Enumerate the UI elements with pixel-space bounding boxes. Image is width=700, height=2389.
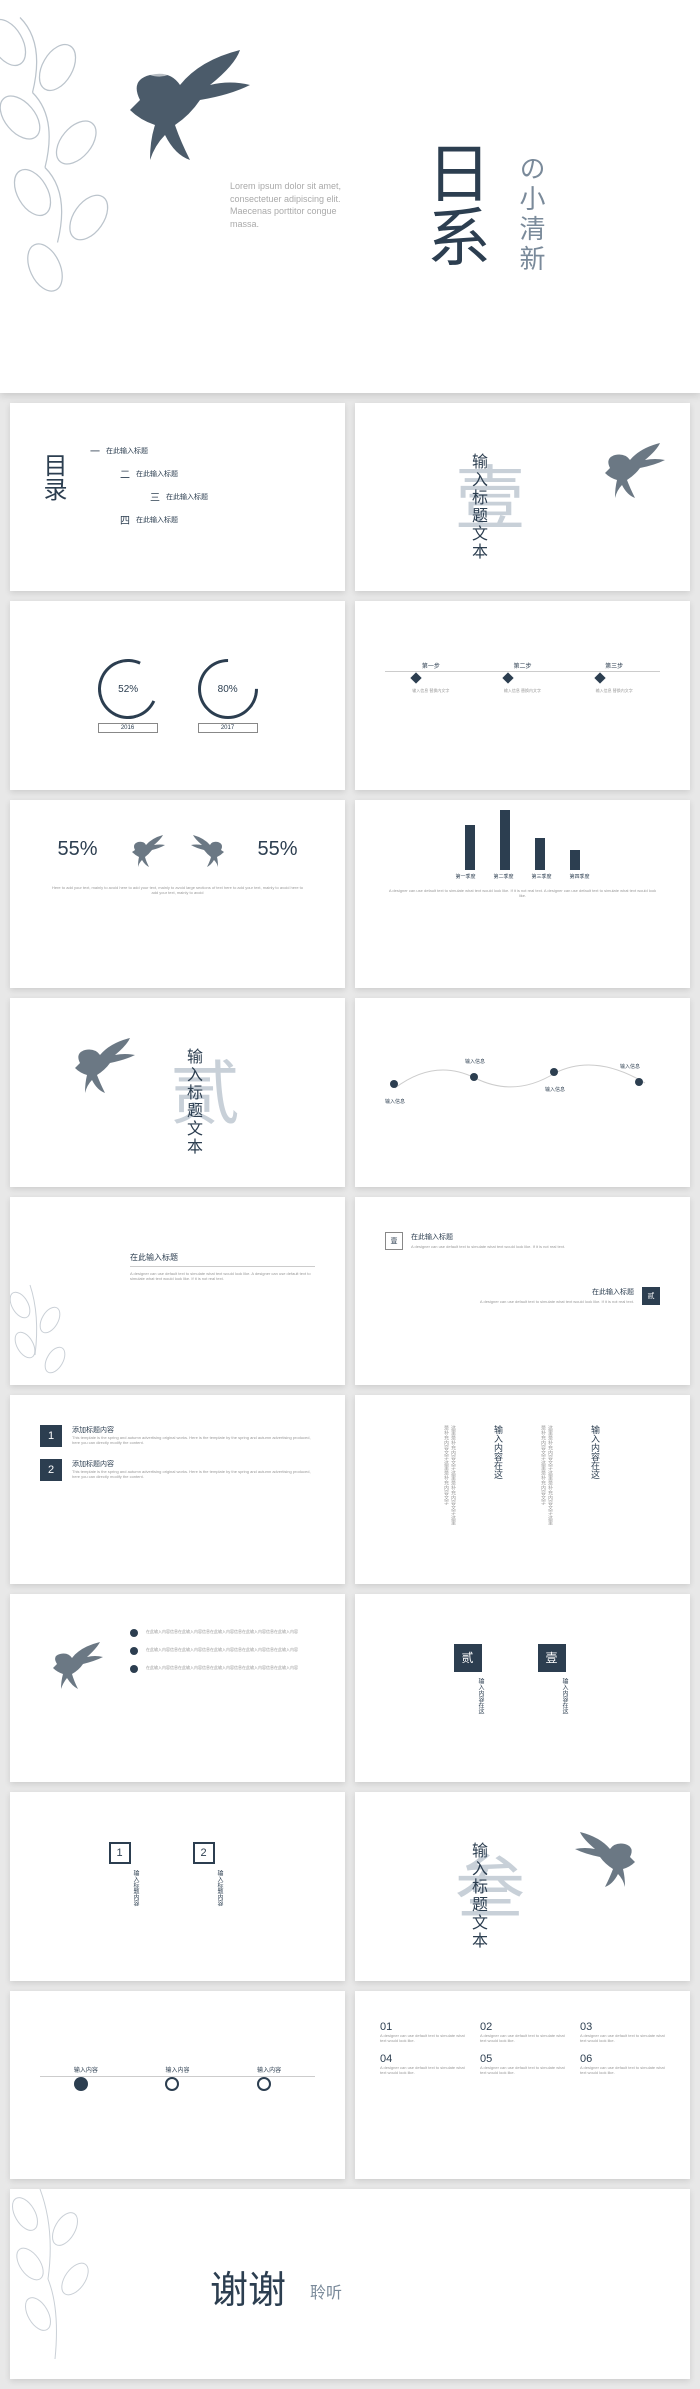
slide-thanks: 谢谢 聆听 <box>10 2189 690 2379</box>
slide-two-squares: 贰输入内容在这 壹输入内容在这 <box>355 1594 690 1782</box>
section-title: 输入标题文本 <box>465 1842 489 1950</box>
bar-1 <box>465 825 475 870</box>
hero-slide: Lorem ipsum dolor sit amet, consectetuer… <box>0 0 700 393</box>
leaves-decoration <box>10 2189 140 2379</box>
diamond-icon <box>502 673 513 684</box>
bullet-dot <box>130 1629 138 1637</box>
donut-2: 80% <box>185 646 270 731</box>
hero-subtitle: の小清新 <box>513 155 550 275</box>
slide-timeline: 输入内容 输入内容 输入内容 <box>10 1991 345 2179</box>
section-title: 输入标题文本 <box>465 453 489 561</box>
bird-icon <box>30 1634 110 1694</box>
slide-bar-chart: 第一季度第二季度第三季度第四季度 A designer can use defa… <box>355 800 690 988</box>
num-box: 2 <box>193 1842 215 1864</box>
slide-line-chart: 输入信息 输入信息 输入信息 输入信息 <box>355 998 690 1186</box>
bullet-dot <box>130 1665 138 1673</box>
slide-num-grid: 01A designer can use default text to sim… <box>355 1991 690 2179</box>
slide-two-boxes: 壹 在此输入标题A designer can use default text … <box>355 1197 690 1385</box>
bar-2 <box>500 810 510 870</box>
thanks-title: 谢谢 <box>210 2259 286 2314</box>
diamond-icon <box>594 673 605 684</box>
slide-vertical-cols: 这里是补充内容文字这里是补充内容文字这里是补充内容文字这里是补充内容文字 输入内… <box>355 1395 690 1583</box>
section-title: 输入标题文本 <box>180 1048 204 1156</box>
timeline-dot <box>165 2077 179 2091</box>
slide-toc: 目录 一在此输入标题 二在此输入标题 三在此输入标题 四在此输入标题 <box>10 403 345 591</box>
bar-3 <box>535 838 545 870</box>
bird-icon <box>50 1028 140 1098</box>
leaves-decoration <box>10 1275 100 1385</box>
toc-title: 目录 <box>35 453 70 501</box>
bird-icon <box>118 830 168 870</box>
num-box: 1 <box>40 1425 62 1447</box>
slide-section-2: 贰 输入标题文本 <box>10 998 345 1186</box>
slide-donuts: 52%2016 80%2017 <box>10 601 345 789</box>
hero-title: 日系 <box>408 140 500 268</box>
slide-steps: 第一步输入信息 替换内文字 第二步输入信息 替换内文字 第三步输入信息 替换内文… <box>355 601 690 789</box>
slide-outline-nums: 1输入标题内容 2输入标题内容 <box>10 1792 345 1980</box>
donut-1: 52% <box>89 650 166 727</box>
slide-percent-birds: 55% 55% Here to add your text, mainly to… <box>10 800 345 988</box>
hero-lorem: Lorem ipsum dolor sit amet, consectetuer… <box>230 180 360 230</box>
slide-bird-bullets: 在此输入内容信息在此输入内容信息在此输入内容信息在此输入内容信息在此输入内容 在… <box>10 1594 345 1782</box>
timeline-dot <box>74 2077 88 2091</box>
diamond-icon <box>411 673 422 684</box>
num-box: 1 <box>109 1842 131 1864</box>
bar-4 <box>570 850 580 870</box>
bullet-dot <box>130 1647 138 1655</box>
slide-grid: 目录 一在此输入标题 二在此输入标题 三在此输入标题 四在此输入标题 壹 输入标… <box>0 393 700 2389</box>
bird-illustration <box>80 30 260 170</box>
num-box: 贰 <box>642 1287 660 1305</box>
thanks-sub: 聆听 <box>310 2279 342 2303</box>
line-path <box>385 1048 655 1108</box>
bird-icon <box>570 1822 660 1892</box>
num-box: 壹 <box>385 1232 403 1250</box>
bird-icon <box>188 830 238 870</box>
slide-leaves-text: 在此输入标题 A designer can use default text t… <box>10 1197 345 1385</box>
slide-section-1: 壹 输入标题文本 <box>355 403 690 591</box>
slide-section-3: 叁 输入标题文本 <box>355 1792 690 1980</box>
slide-numbered: 1 添加标题内容This template is the spring and … <box>10 1395 345 1583</box>
bird-icon <box>580 433 670 503</box>
num-box: 2 <box>40 1459 62 1481</box>
timeline-dot <box>257 2077 271 2091</box>
